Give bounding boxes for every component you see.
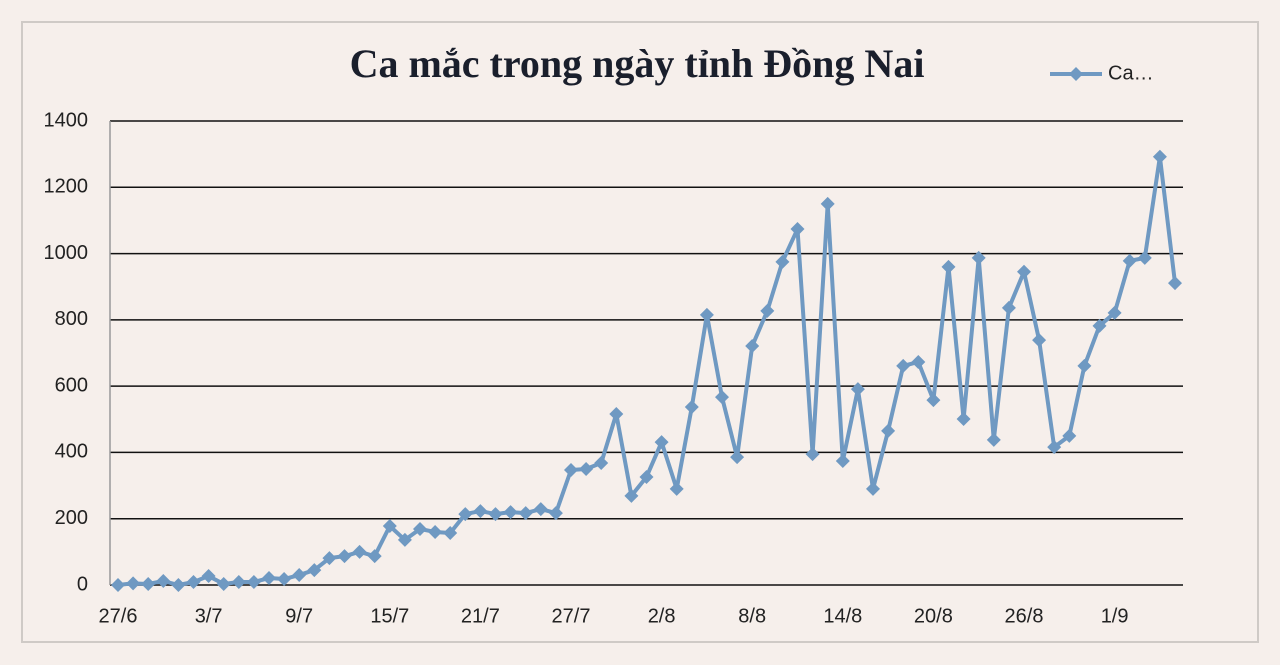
data-point xyxy=(579,462,594,476)
data-point xyxy=(382,519,397,534)
x-tick-label: 8/8 xyxy=(738,605,766,627)
x-tick-label: 3/7 xyxy=(195,605,223,627)
data-point xyxy=(760,303,775,318)
data-point xyxy=(1062,428,1077,443)
data-point xyxy=(956,411,971,426)
data-point xyxy=(835,454,850,469)
x-tick-label: 26/8 xyxy=(1005,605,1044,627)
data-point xyxy=(277,572,292,587)
data-point xyxy=(231,575,246,590)
data-point xyxy=(186,575,201,590)
data-point xyxy=(337,549,352,564)
data-point xyxy=(1001,300,1016,315)
data-point xyxy=(850,382,865,397)
data-point xyxy=(669,481,684,496)
chart-title: Ca mắc trong ngày tỉnh Đồng Nai xyxy=(350,41,925,86)
data-point xyxy=(986,432,1001,447)
data-point xyxy=(111,578,125,592)
x-tick-label: 1/9 xyxy=(1101,605,1129,627)
x-tick-label: 2/8 xyxy=(648,605,676,627)
data-point xyxy=(292,568,307,583)
data-point xyxy=(896,358,911,373)
data-point xyxy=(548,506,563,521)
data-point xyxy=(820,196,835,211)
data-point xyxy=(699,307,714,322)
data-point xyxy=(1092,318,1107,333)
data-point xyxy=(171,578,186,592)
data-point xyxy=(518,506,533,521)
data-point xyxy=(866,481,880,496)
data-point xyxy=(941,259,956,274)
data-point xyxy=(881,423,896,438)
data-point xyxy=(594,456,609,471)
y-tick-label: 0 xyxy=(77,573,88,595)
data-point xyxy=(443,525,458,540)
data-point xyxy=(805,447,820,462)
data-point xyxy=(428,524,443,539)
legend-marker xyxy=(1069,67,1083,81)
data-point xyxy=(352,544,367,559)
data-point xyxy=(926,393,941,408)
data-point xyxy=(262,571,276,586)
data-point xyxy=(684,400,699,415)
y-tick-label: 1200 xyxy=(44,176,89,198)
data-point xyxy=(1152,149,1167,164)
data-point xyxy=(1017,264,1031,279)
chart-frame xyxy=(21,21,1259,643)
data-point xyxy=(1122,253,1137,268)
data-point xyxy=(1032,333,1047,348)
x-tick-label: 27/7 xyxy=(552,605,591,627)
data-point xyxy=(775,254,790,269)
x-tick-label: 20/8 xyxy=(914,605,953,627)
data-point xyxy=(715,390,729,405)
y-tick-label: 200 xyxy=(55,507,88,529)
data-point xyxy=(397,532,412,547)
data-point xyxy=(654,435,669,450)
y-tick-label: 400 xyxy=(55,441,88,463)
legend-label: Ca… xyxy=(1108,62,1154,84)
data-point xyxy=(1137,250,1152,265)
data-point xyxy=(730,450,745,465)
y-tick-label: 1000 xyxy=(44,242,89,264)
data-point xyxy=(413,521,427,536)
x-tick-label: 9/7 xyxy=(285,605,313,627)
data-point xyxy=(624,488,639,503)
data-point xyxy=(473,504,488,519)
x-tick-label: 14/8 xyxy=(823,605,862,627)
data-point xyxy=(1047,440,1062,455)
data-point xyxy=(458,507,473,522)
data-point xyxy=(1168,276,1182,291)
data-point xyxy=(1077,358,1092,373)
data-point xyxy=(126,576,141,591)
data-point xyxy=(745,339,760,354)
x-tick-label: 27/6 xyxy=(99,605,138,627)
data-point xyxy=(790,222,805,237)
data-point xyxy=(639,469,654,484)
data-point xyxy=(322,551,337,566)
data-point xyxy=(246,575,261,590)
y-tick-label: 600 xyxy=(55,374,88,396)
data-point xyxy=(564,462,578,477)
data-point xyxy=(609,406,624,421)
data-point xyxy=(488,507,503,522)
data-point xyxy=(1107,305,1122,320)
data-point xyxy=(216,577,231,592)
y-tick-label: 800 xyxy=(55,308,88,330)
data-point xyxy=(911,354,926,369)
data-point xyxy=(367,549,382,564)
data-point xyxy=(533,502,548,517)
x-tick-label: 21/7 xyxy=(461,605,500,627)
y-tick-label: 1400 xyxy=(44,109,89,131)
data-point xyxy=(503,505,518,520)
data-point xyxy=(201,569,216,584)
x-tick-label: 15/7 xyxy=(370,605,409,627)
data-point xyxy=(307,563,322,578)
data-point xyxy=(156,574,171,589)
data-point xyxy=(141,577,156,592)
data-point xyxy=(971,250,986,265)
